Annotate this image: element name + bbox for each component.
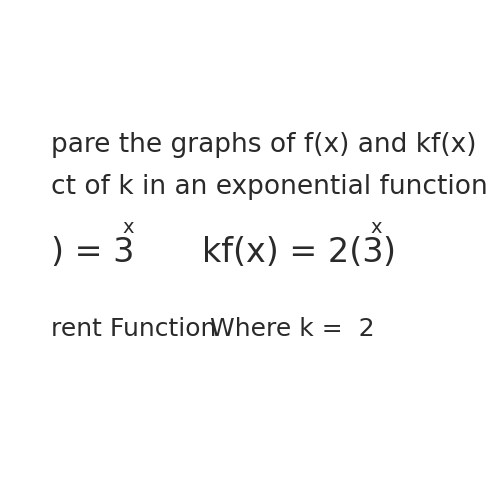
- Text: pare the graphs of f(x) and kf(x): pare the graphs of f(x) and kf(x): [51, 132, 485, 158]
- Text: kf(x) = 2(3: kf(x) = 2(3: [202, 236, 384, 269]
- Text: ) = 3: ) = 3: [51, 236, 134, 269]
- Text: rent Function: rent Function: [51, 318, 216, 342]
- Text: Where k =  2: Where k = 2: [210, 318, 374, 342]
- Text: x: x: [370, 218, 382, 237]
- Text: ): ): [382, 236, 395, 269]
- Text: x: x: [122, 218, 134, 237]
- Text: ct of k in an exponential function: ct of k in an exponential function: [51, 174, 488, 200]
